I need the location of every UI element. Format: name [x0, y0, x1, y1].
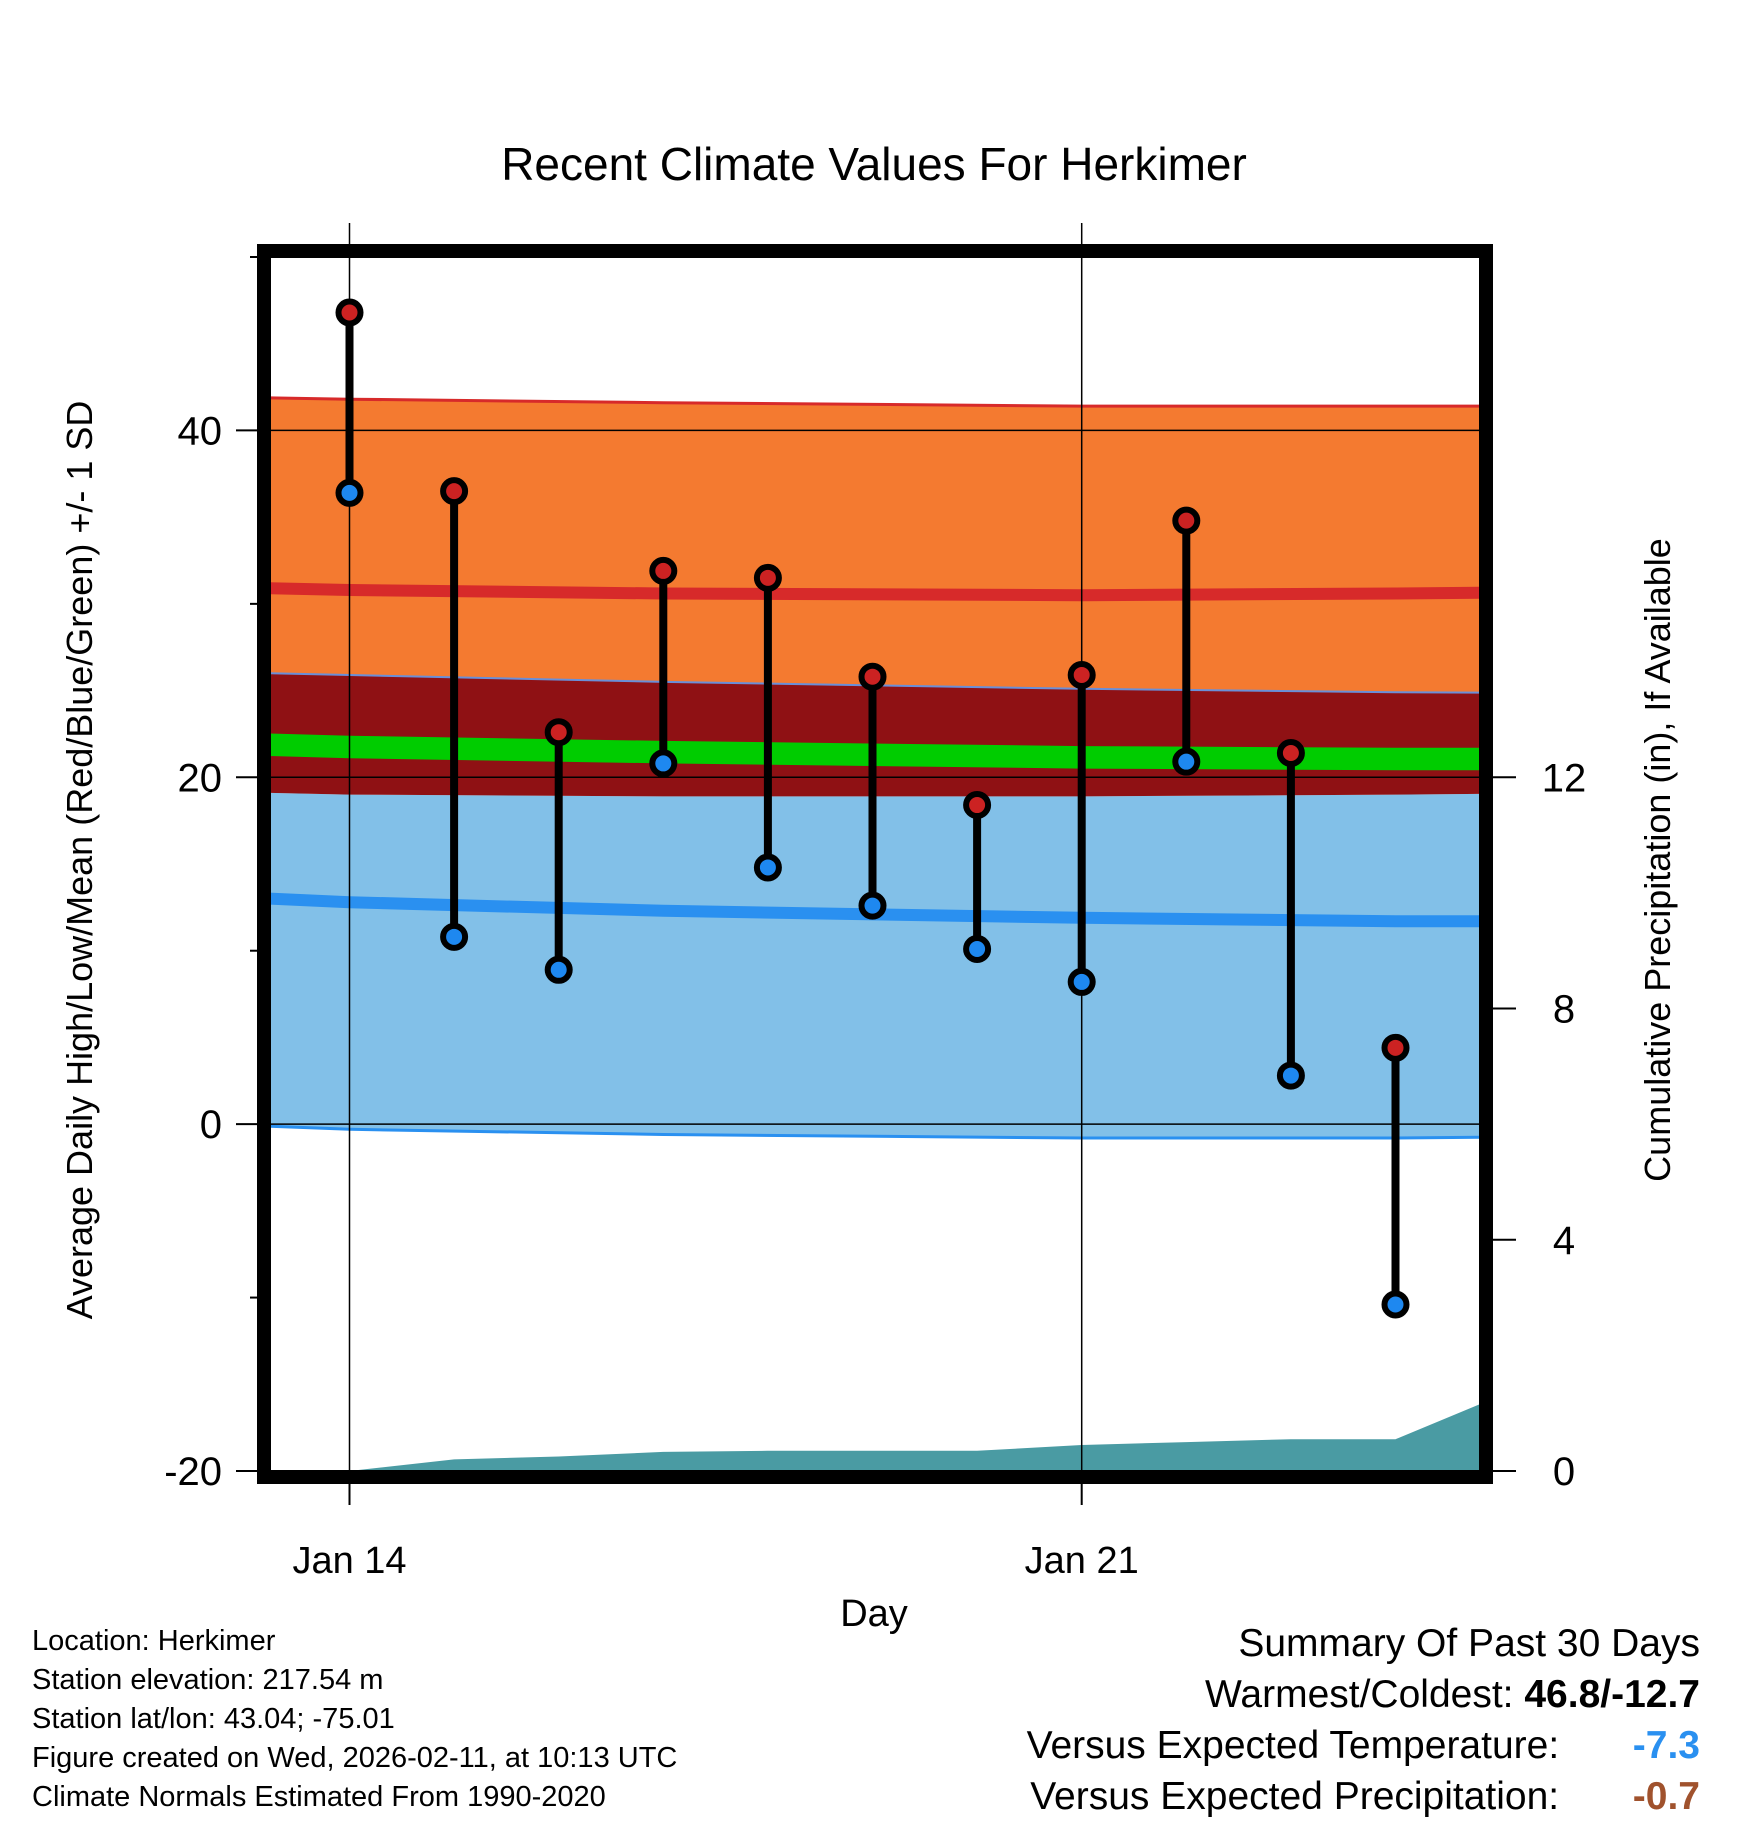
y-axis-label: Average Daily High/Low/Mean (Red/Blue/Gr… — [59, 401, 100, 1320]
daily-high-marker — [1698, 858, 1720, 880]
y2-tick-label: 12 — [1542, 756, 1587, 800]
y-tick-label: 0 — [200, 1103, 222, 1147]
daily-low-marker — [129, 716, 151, 738]
daily-high-marker — [440, 477, 469, 506]
daily-low-marker — [963, 934, 992, 963]
daily-high-marker — [1381, 1033, 1410, 1062]
y-tick-label: 20 — [178, 756, 223, 800]
location-text: Location: Herkimer — [32, 1625, 276, 1657]
daily-high-marker — [544, 718, 573, 747]
y2-tick-label: 0 — [1553, 1450, 1575, 1494]
summary-title: Summary Of Past 30 Days — [1238, 1622, 1700, 1665]
precip-anomaly-label: Versus Expected Precipitation: — [1030, 1775, 1560, 1818]
elevation-text: Station elevation: 217.54 m — [32, 1664, 384, 1696]
daily-low-marker — [440, 922, 469, 951]
daily-high-marker — [753, 563, 782, 592]
chart-title: Recent Climate Values For Herkimer — [501, 138, 1247, 190]
station-info: Location: Herkimer Station elevation: 21… — [32, 1622, 677, 1817]
normals-text: Climate Normals Estimated From 1990-2020 — [32, 1781, 606, 1813]
daily-low-marker — [1276, 1061, 1305, 1090]
plot-inner — [129, 257, 1720, 1471]
plot-area: 1 SD:±10.4°FAvg:32.5°F1 SD:±12.1°FAvg:13… — [129, 223, 1720, 1582]
warm-cold-row: Warmest/Coldest: 46.8/-12.7 — [800, 1669, 1700, 1720]
precip-anomaly-value: -0.7 — [1632, 1775, 1700, 1818]
daily-low-marker — [234, 612, 256, 634]
high-upper-line — [270, 396, 1480, 408]
daily-high-marker — [649, 556, 678, 585]
latlon-text: Station lat/lon: 43.04; -75.01 — [32, 1703, 395, 1735]
temp-anomaly-value: -7.3 — [1632, 1724, 1700, 1767]
y2-tick-label: 8 — [1553, 988, 1575, 1032]
daily-high-marker — [1594, 848, 1616, 870]
x-tick-label: Jan 21 — [1025, 1540, 1139, 1582]
y-tick-label: 40 — [178, 409, 223, 453]
summary-panel: Summary Of Past 30 Days Warmest/Coldest:… — [800, 1618, 1700, 1822]
warm-cold-label: Warmest/Coldest: — [1205, 1673, 1514, 1716]
daily-low-marker — [858, 891, 887, 920]
daily-high-marker — [1276, 739, 1305, 768]
low-avg-line — [270, 892, 1480, 928]
daily-low-marker — [753, 853, 782, 882]
temp-anomaly-label: Versus Expected Temperature: — [1026, 1724, 1560, 1767]
x-axis-label: Day — [840, 1593, 908, 1635]
plot-frame — [257, 244, 1493, 1484]
precip-area — [270, 1404, 1480, 1471]
low-lower-line — [270, 1124, 1480, 1140]
y-tick-label: -20 — [164, 1450, 222, 1494]
created-text: Figure created on Wed, 2026-02-11, at 10… — [32, 1742, 678, 1774]
high-sd-band — [270, 397, 1480, 693]
daily-high-marker — [858, 662, 887, 691]
precip-anomaly-row: Versus Expected Precipitation: -0.7 — [800, 1771, 1700, 1822]
daily-high-marker — [335, 298, 364, 327]
daily-low-marker — [1594, 997, 1616, 1019]
y2-tick-label: 4 — [1553, 1219, 1575, 1263]
daily-low-marker — [1698, 1144, 1720, 1166]
warm-cold-value: 46.8/-12.7 — [1524, 1673, 1700, 1716]
daily-low-marker — [649, 749, 678, 778]
daily-high-marker — [963, 791, 992, 820]
x-tick-label: Jan 14 — [292, 1540, 406, 1582]
daily-high-marker — [1067, 660, 1096, 689]
daily-high-marker — [129, 522, 151, 544]
daily-high-marker — [1172, 506, 1201, 535]
daily-low-marker — [544, 955, 573, 984]
daily-low-marker — [335, 478, 364, 507]
daily-low-marker — [1067, 967, 1096, 996]
low-sd-band — [270, 792, 1480, 1138]
y2-axis-label: Cumulative Precipitation (in), If Availa… — [1637, 538, 1678, 1182]
daily-high-marker — [234, 354, 256, 376]
daily-low-marker — [1172, 747, 1201, 776]
temp-anomaly-row: Versus Expected Temperature: -7.3 — [800, 1720, 1700, 1771]
daily-low-marker — [1381, 1290, 1410, 1319]
